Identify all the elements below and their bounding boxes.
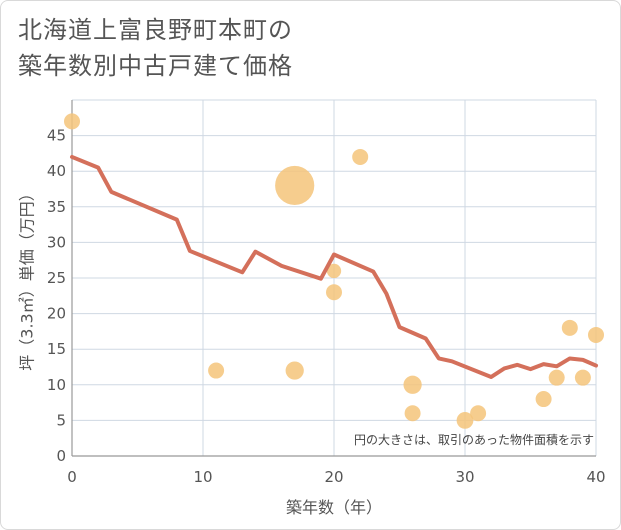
data-point [285,361,304,380]
data-point [561,319,578,336]
y-tick-label: 30 [47,233,66,251]
chart-title: 北海道上富良野町本町の 築年数別中古戸建て価格 [18,12,293,84]
x-tick-label: 20 [324,468,343,486]
data-point [404,405,421,422]
y-tick-label: 0 [56,447,66,465]
data-point [208,362,225,379]
trend-line-group [70,154,598,379]
size-note: 円の大きさは、取引のあった物件面積を示す [354,432,594,447]
trend-line [70,154,598,379]
y-tick-label: 15 [47,340,66,358]
y-tick-label: 20 [47,305,66,323]
y-tick-label: 10 [47,376,66,394]
x-tick-label: 30 [455,468,474,486]
y-axis-label: 坪（3.3㎡）単価（万円） [18,185,37,370]
title-line-1: 北海道上富良野町本町の [18,16,293,44]
y-tick-label: 35 [47,198,66,216]
y-tick-label: 45 [47,127,66,145]
data-point [326,284,342,301]
data-point [64,113,80,130]
x-tick-label: 40 [586,468,605,486]
data-point [548,369,565,386]
y-tick-label: 5 [56,411,66,429]
tick-labels: 0 5 10 15 20 25 30 35 40 45 0 10 20 30 40 [47,127,606,486]
data-point [326,263,342,279]
data-point [456,412,474,429]
x-axis-label: 築年数（年） [286,498,382,517]
data-point [588,326,604,343]
data-point [403,375,422,394]
bubbles [64,113,604,429]
data-point [275,165,315,206]
x-tick-label: 0 [67,468,77,486]
data-point [535,391,552,408]
data-point [352,148,369,165]
y-tick-label: 25 [47,269,66,287]
data-point [470,405,487,422]
y-tick-label: 40 [47,162,66,180]
title-line-2: 築年数別中古戸建て価格 [18,52,293,80]
data-point [574,369,591,386]
x-tick-label: 10 [193,468,212,486]
